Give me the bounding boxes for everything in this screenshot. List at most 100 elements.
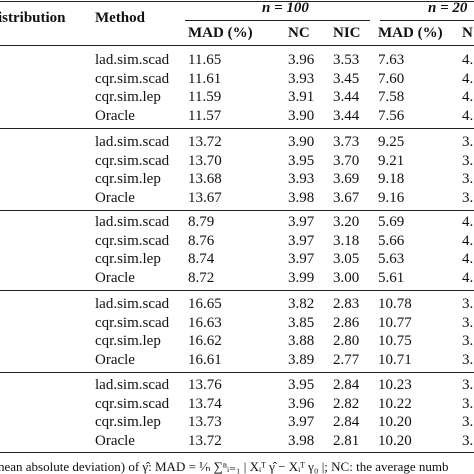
value-cell: 8.76 <box>188 232 215 249</box>
group-rule <box>0 128 474 129</box>
value-cell: 2.84 <box>333 377 360 393</box>
value-cell: 3. <box>462 189 474 206</box>
value-cell: 10.23 <box>378 377 412 393</box>
value-cell: 8.74 <box>188 251 215 267</box>
value-cell: 2.83 <box>333 296 360 312</box>
method-cell: cqr.sim.lep <box>95 414 161 430</box>
value-cell: 2.84 <box>333 414 360 430</box>
value-cell: 3.53 <box>333 52 360 68</box>
method-cell: lad.sim.scad <box>95 134 170 150</box>
value-cell: 5.69 <box>378 214 405 230</box>
value-cell: 3.93 <box>288 171 315 187</box>
column-subheader: MAD (%) <box>188 25 253 41</box>
value-cell: 4. <box>462 232 474 249</box>
header-rule <box>0 45 474 46</box>
value-cell: 16.62 <box>188 333 222 349</box>
value-cell: 13.73 <box>188 414 222 430</box>
value-cell: 9.25 <box>378 134 405 150</box>
value-cell: 3.82 <box>288 296 315 312</box>
value-cell: 3.88 <box>288 333 315 349</box>
value-cell: 3.98 <box>288 432 315 449</box>
bottom-rule <box>0 452 474 453</box>
value-cell: 13.72 <box>188 134 222 150</box>
value-cell: 9.18 <box>378 171 405 187</box>
method-cell: lad.sim.scad <box>95 214 170 230</box>
value-cell: 16.61 <box>188 351 222 368</box>
group-rule <box>0 372 474 373</box>
footnote: nean absolute deviation) of γ̂: MAD = ¹⁄… <box>0 459 449 474</box>
value-cell: 7.63 <box>378 52 405 68</box>
method-cell: Oracle <box>95 189 135 206</box>
column-header: Method <box>95 10 145 26</box>
group-header: n = 100 <box>262 0 309 16</box>
value-cell: 3. <box>462 152 474 169</box>
value-cell: 5.61 <box>378 269 405 286</box>
value-cell: 3.67 <box>333 189 360 206</box>
value-cell: 3.97 <box>288 251 315 267</box>
value-cell: 3.93 <box>288 70 315 87</box>
value-cell: 11.61 <box>188 70 222 87</box>
value-cell: 13.67 <box>188 189 222 206</box>
group-rule <box>0 290 474 291</box>
value-cell: 4. <box>462 214 474 230</box>
value-cell: 3. <box>462 314 474 331</box>
value-cell: 3.97 <box>288 214 315 230</box>
method-cell: cqr.sim.scad <box>95 314 170 331</box>
value-cell: 3. <box>462 395 474 412</box>
value-cell: 10.78 <box>378 296 412 312</box>
method-cell: lad.sim.scad <box>95 377 170 393</box>
value-cell: 3.20 <box>333 214 360 230</box>
method-cell: cqr.sim.lep <box>95 171 161 187</box>
method-cell: cqr.sim.scad <box>95 395 170 412</box>
value-cell: 2.82 <box>333 395 360 412</box>
value-cell: 11.65 <box>188 52 222 68</box>
top-rule <box>0 1 474 2</box>
value-cell: 3.90 <box>288 134 315 150</box>
value-cell: 5.63 <box>378 251 405 267</box>
value-cell: 3.70 <box>333 152 360 169</box>
value-cell: 3.05 <box>333 251 360 267</box>
value-cell: 3.99 <box>288 269 315 286</box>
group-rule <box>0 210 474 211</box>
value-cell: 4. <box>462 251 474 267</box>
group-rule <box>380 20 474 21</box>
value-cell: 3. <box>462 134 474 150</box>
value-cell: 2.80 <box>333 333 360 349</box>
value-cell: 3.73 <box>333 134 360 150</box>
value-cell: 13.72 <box>188 432 222 449</box>
value-cell: 9.16 <box>378 189 405 206</box>
value-cell: 3.18 <box>333 232 360 249</box>
value-cell: 5.66 <box>378 232 405 249</box>
value-cell: 3.85 <box>288 314 315 331</box>
value-cell: 3. <box>462 171 474 187</box>
method-cell: cqr.sim.scad <box>95 152 170 169</box>
column-header: istribution <box>0 10 66 26</box>
value-cell: 13.68 <box>188 171 222 187</box>
value-cell: 7.56 <box>378 107 405 124</box>
value-cell: 3.96 <box>288 52 315 68</box>
value-cell: 13.70 <box>188 152 222 169</box>
value-cell: 7.58 <box>378 89 405 105</box>
value-cell: 3.97 <box>288 414 315 430</box>
value-cell: 10.75 <box>378 333 412 349</box>
method-cell: cqr.sim.lep <box>95 89 161 105</box>
value-cell: 16.65 <box>188 296 222 312</box>
value-cell: 11.59 <box>188 89 222 105</box>
column-subheader: NIC <box>333 25 361 41</box>
value-cell: 3.00 <box>333 269 360 286</box>
value-cell: 7.60 <box>378 70 405 87</box>
value-cell: 10.22 <box>378 395 412 412</box>
method-cell: lad.sim.scad <box>95 296 170 312</box>
value-cell: 13.76 <box>188 377 222 393</box>
column-subheader: NC <box>288 25 310 41</box>
method-cell: Oracle <box>95 107 135 124</box>
value-cell: 3. <box>462 377 474 393</box>
value-cell: 10.77 <box>378 314 412 331</box>
value-cell: 3. <box>462 296 474 312</box>
value-cell: 11.57 <box>188 107 222 124</box>
value-cell: 2.81 <box>333 432 360 449</box>
method-cell: Oracle <box>95 269 135 286</box>
value-cell: 16.63 <box>188 314 222 331</box>
value-cell: 3.44 <box>333 89 360 105</box>
